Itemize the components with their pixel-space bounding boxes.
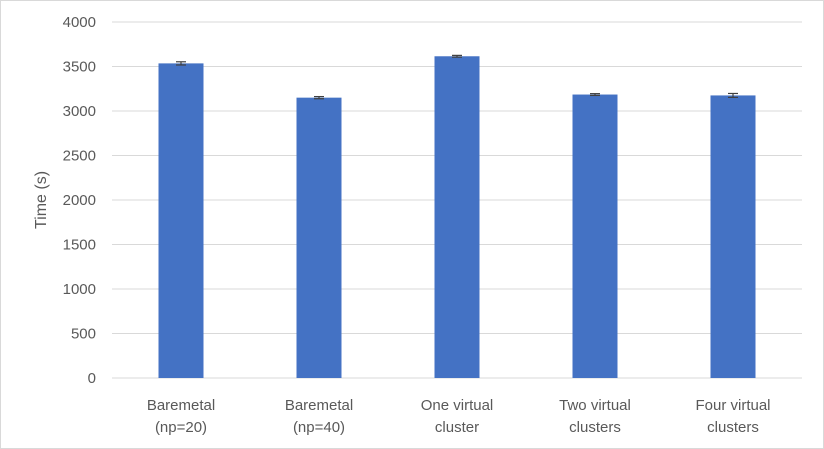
bar: [296, 97, 342, 379]
y-tick-label: 2000: [63, 192, 96, 209]
x-category-label: Two virtual clusters: [559, 397, 631, 436]
y-axis-tick-labels: 0 500 1000 1500 2000 2500 3000 3500 4000: [63, 14, 96, 387]
error-bar: [728, 92, 738, 98]
error-bar: [176, 61, 186, 66]
error-bar: [314, 95, 324, 100]
x-category-label: Baremetal (np=40): [285, 397, 353, 436]
y-tick-label: 4000: [63, 14, 96, 31]
bars: [158, 56, 756, 379]
y-tick-label: 2500: [63, 148, 96, 165]
y-tick-label: 1000: [63, 281, 96, 298]
bar: [572, 94, 618, 378]
error-bar: [452, 54, 462, 58]
y-axis-label: Time (s): [33, 171, 50, 229]
y-tick-label: 1500: [63, 237, 96, 254]
error-bars: [176, 54, 738, 100]
y-tick-label: 3500: [63, 59, 96, 76]
x-axis-category-labels: Baremetal (np=20) Baremetal (np=40) One virt…: [147, 397, 771, 436]
y-tick-label: 3000: [63, 103, 96, 120]
y-tick-label: 0: [88, 370, 96, 387]
error-bar: [590, 93, 600, 97]
bar: [710, 95, 756, 379]
x-category-label: One virtual cluster: [421, 397, 494, 436]
y-tick-label: 500: [71, 326, 96, 343]
bar: [434, 56, 480, 378]
bar: [158, 63, 204, 378]
x-category-label: Four virtual clusters: [695, 397, 770, 436]
x-category-label: Baremetal (np=20): [147, 397, 215, 436]
